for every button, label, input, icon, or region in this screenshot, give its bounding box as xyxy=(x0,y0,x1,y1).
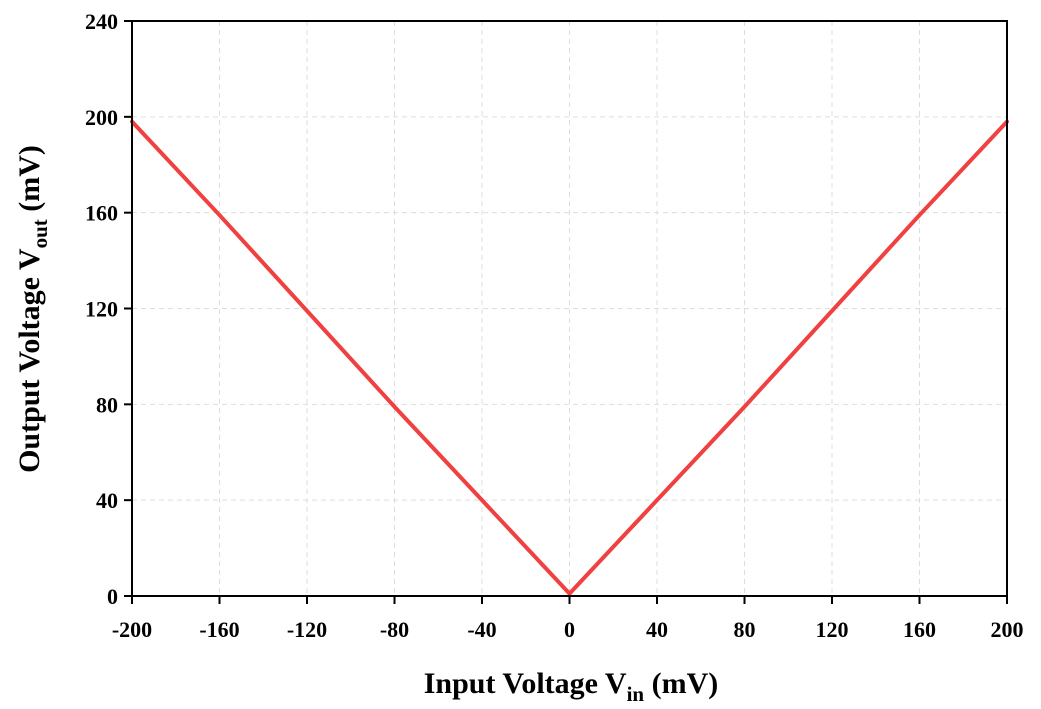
y-tick-label: 80 xyxy=(96,392,118,417)
x-axis-title-main: Input Voltage V xyxy=(424,667,627,700)
y-tick-label: 0 xyxy=(107,584,118,609)
y-tick-label: 40 xyxy=(96,488,118,513)
y-tick-label: 200 xyxy=(85,105,118,130)
x-tick-label: -160 xyxy=(199,617,239,642)
series-line xyxy=(130,119,1009,596)
grid-lines xyxy=(131,20,1008,597)
x-tick-label: 0 xyxy=(564,617,575,642)
x-tick-label: -120 xyxy=(287,617,327,642)
y-axis-title-main: Output Voltage V xyxy=(13,248,46,473)
x-axis-title: Input Voltage Vin (mV) xyxy=(424,667,719,706)
x-tick-label: 200 xyxy=(991,617,1024,642)
x-ticks: -200 -160 -120 -80 -40 0 40 80 120 160 200 xyxy=(112,596,1024,642)
x-tick-label: 120 xyxy=(816,617,849,642)
x-tick-label: 80 xyxy=(734,617,756,642)
y-axis-title: Output Voltage Vout (mV) xyxy=(13,145,52,473)
y-tick-label: 160 xyxy=(85,201,118,226)
x-tick-label: -200 xyxy=(112,617,152,642)
y-ticks: 0 40 80 120 160 200 240 xyxy=(85,9,132,609)
y-axis-title-unit: (mV) xyxy=(13,145,46,219)
x-tick-label: -80 xyxy=(380,617,409,642)
x-tick-label: 160 xyxy=(903,617,936,642)
y-tick-label: 240 xyxy=(85,9,118,34)
x-tick-label: 40 xyxy=(646,617,668,642)
series-layer xyxy=(130,119,1009,596)
y-tick-label: 120 xyxy=(85,297,118,322)
x-axis-title-unit: (mV) xyxy=(644,667,718,700)
x-tick-label: -40 xyxy=(467,617,496,642)
y-axis-title-sub: out xyxy=(28,219,52,248)
x-axis-title-sub: in xyxy=(627,682,645,706)
